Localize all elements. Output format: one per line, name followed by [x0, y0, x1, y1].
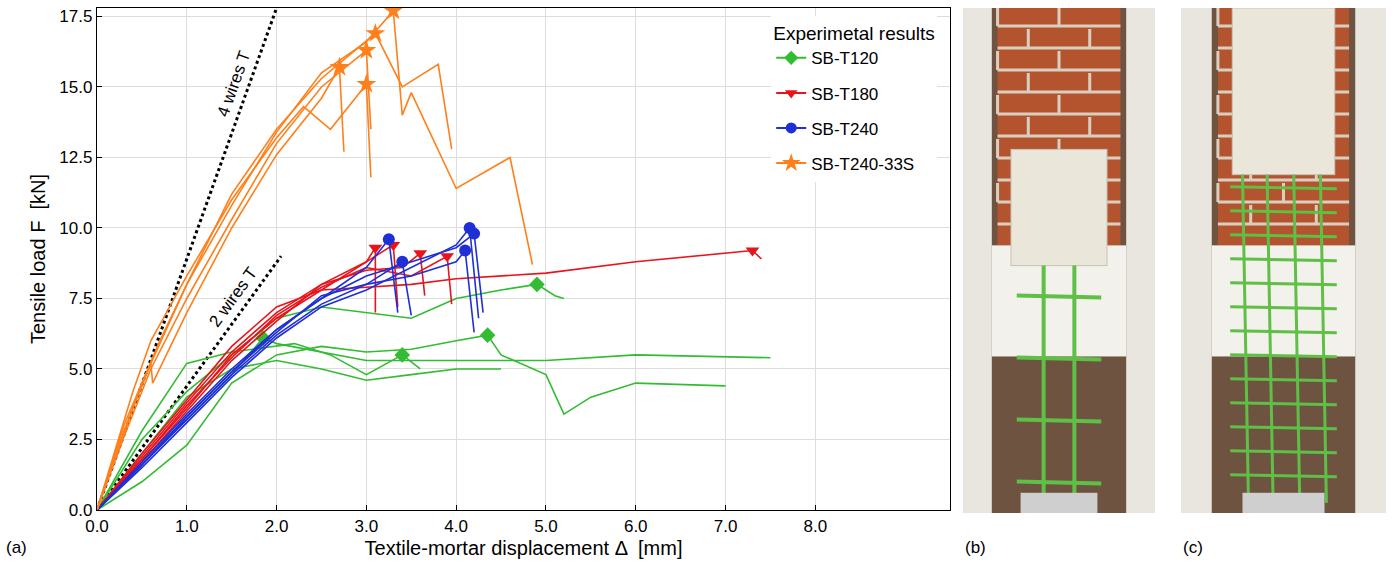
- svg-text:SB-T180: SB-T180: [811, 85, 878, 104]
- svg-text:Textile-mortar displacement Δ: Textile-mortar displacement Δ [mm]: [365, 537, 683, 559]
- svg-text:2.5: 2.5: [69, 430, 93, 449]
- html-text:(b): (b): [965, 538, 986, 557]
- svg-text:Experimetal results: Experimetal results: [773, 23, 935, 44]
- svg-text:5.0: 5.0: [534, 517, 558, 536]
- svg-text:15.0: 15.0: [59, 78, 92, 97]
- svg-text:Tensile load F [kN]: Tensile load F [kN]: [27, 174, 49, 344]
- svg-text:6.0: 6.0: [624, 517, 648, 536]
- svg-text:2.0: 2.0: [265, 517, 289, 536]
- html-text:(a): (a): [6, 538, 27, 557]
- svg-text:17.5: 17.5: [59, 7, 92, 26]
- svg-text:10.0: 10.0: [59, 219, 92, 238]
- svg-text:4.0: 4.0: [444, 517, 468, 536]
- html-text:(c): (c): [1183, 538, 1203, 557]
- svg-text:SB-T240: SB-T240: [811, 120, 878, 139]
- svg-text:7.5: 7.5: [69, 289, 93, 308]
- svg-text:3.0: 3.0: [355, 517, 379, 536]
- svg-text:2 wires T: 2 wires T: [205, 264, 261, 331]
- svg-text:5.0: 5.0: [69, 360, 93, 379]
- svg-text:1.0: 1.0: [175, 517, 199, 536]
- svg-text:7.0: 7.0: [714, 517, 738, 536]
- svg-text:SB-T240-33S: SB-T240-33S: [811, 155, 914, 174]
- svg-text:0.0: 0.0: [85, 517, 109, 536]
- svg-text:0.0: 0.0: [69, 501, 93, 520]
- svg-text:4 wires T: 4 wires T: [213, 48, 254, 119]
- svg-text:SB-T120: SB-T120: [811, 49, 878, 68]
- svg-text:12.5: 12.5: [59, 148, 92, 167]
- svg-text:8.0: 8.0: [803, 517, 827, 536]
